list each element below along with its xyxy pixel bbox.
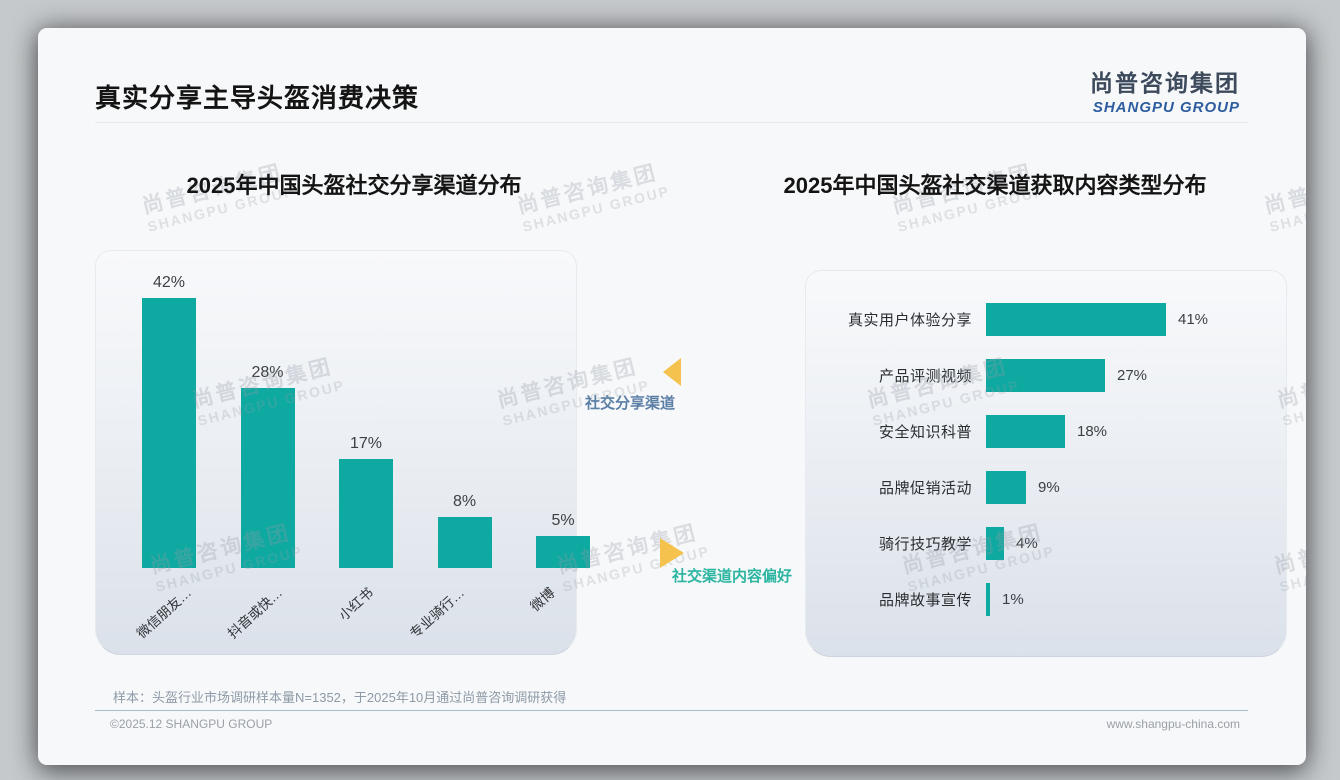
vertical-bar-plot: 42% 28% 17% 8% 5% <box>96 251 606 568</box>
bar <box>437 517 492 568</box>
bar <box>240 388 295 568</box>
bar <box>536 536 590 568</box>
category-tick-label: 专业骑行… <box>406 584 467 642</box>
sample-footnote: 样本：头盔行业市场调研样本量N=1352，于2025年10月通过尚普咨询调研获得 <box>113 690 567 705</box>
left-chart-panel: 42% 28% 17% 8% 5% 微信朋友… 抖音或快… 小红书 专业骑行… 微博 <box>95 250 590 655</box>
content-preference-annotation: 社交渠道内容偏好 <box>672 568 793 585</box>
bar-value-label: 8% <box>452 493 477 510</box>
footer-divider <box>95 710 1248 711</box>
category-label: 品牌促销活动 <box>878 479 972 497</box>
vertical-bar-column: 5% <box>536 512 590 568</box>
horizontal-bar-row: 产品评测视频 27% <box>806 347 1286 403</box>
category-tick-label: 小红书 <box>335 584 376 624</box>
watermark-chinese-text: 尚普咨询集团 <box>1262 161 1306 219</box>
category-tick-label: 微信朋友… <box>133 584 194 642</box>
bar <box>142 298 196 568</box>
horizontal-bar-row: 安全知识科普 18% <box>806 403 1286 459</box>
bar-value-label: 17% <box>349 435 383 452</box>
category-label: 产品评测视频 <box>878 367 972 385</box>
category-tick-label: 微博 <box>527 584 558 615</box>
arrow-right-icon <box>660 538 684 568</box>
logo-chinese-name: 尚普咨询集团 <box>1090 70 1240 96</box>
share-channels-annotation: 社交分享渠道 <box>585 395 676 412</box>
vertical-bar-column: 28% <box>240 364 295 568</box>
horizontal-bar-row: 品牌促销活动 9% <box>806 459 1286 515</box>
right-chart-title: 2025年中国头盔社交渠道获取内容类型分布 <box>783 173 1207 198</box>
left-chart-title: 2025年中国头盔社交分享渠道分布 <box>186 173 522 198</box>
horizontal-bar-row: 骑行技巧教学 4% <box>806 515 1286 571</box>
footer-website: www.shangpu-china.com <box>1106 717 1240 731</box>
horizontal-bar-row: 品牌故事宣传 1% <box>806 571 1286 627</box>
arrow-left-icon <box>663 358 681 386</box>
category-label: 品牌故事宣传 <box>878 591 972 609</box>
right-chart-panel: 真实用户体验分享 41% 产品评测视频 27% 安全知识科普 18% 品牌促销活动 9% 骑行技… <box>805 270 1287 657</box>
bar <box>986 302 1166 336</box>
bar-value-label: 41% <box>1178 310 1209 328</box>
bar-value-label: 1% <box>1002 590 1024 608</box>
bar <box>986 470 1026 504</box>
bar-value-label: 4% <box>1016 534 1038 552</box>
horizontal-bar-plot: 真实用户体验分享 41% 产品评测视频 27% 安全知识科普 18% 品牌促销活动 9% 骑行技… <box>806 271 1286 627</box>
vertical-bar-category-axis: 微信朋友… 抖音或快… 小红书 专业骑行… 微博 <box>96 568 576 654</box>
vertical-bar-column: 17% <box>339 435 393 568</box>
bar-value-label: 18% <box>1077 422 1108 440</box>
logo-english-name: SHANGPU GROUP <box>1092 99 1240 116</box>
horizontal-bar-row: 真实用户体验分享 41% <box>806 291 1286 347</box>
bar-value-label: 9% <box>1038 478 1060 496</box>
bar <box>986 414 1065 448</box>
category-label: 安全知识科普 <box>878 423 972 441</box>
category-label: 骑行技巧教学 <box>878 535 972 553</box>
category-tick-label: 抖音或快… <box>224 584 285 642</box>
watermark-english-text: SHANGPU GROUP <box>1267 183 1306 235</box>
bar-value-label: 27% <box>1117 366 1148 384</box>
footer-copyright: ©2025.12 SHANGPU GROUP <box>110 717 273 731</box>
bar <box>986 358 1105 392</box>
slide-card: 真实分享主导头盔消费决策 尚普咨询集团 SHANGPU GROUP 尚普咨询集团… <box>38 28 1306 765</box>
bar <box>986 526 1004 560</box>
company-logo: 尚普咨询集团 SHANGPU GROUP <box>1090 64 1240 116</box>
title-divider <box>95 122 1248 123</box>
bar <box>986 582 990 616</box>
vertical-bar-column: 42% <box>142 274 196 568</box>
bar-value-label: 28% <box>251 364 284 381</box>
vertical-bar-column: 8% <box>437 493 492 568</box>
bar-value-label: 5% <box>551 512 575 529</box>
page-title: 真实分享主导头盔消费决策 <box>95 83 420 113</box>
category-label: 真实用户体验分享 <box>847 311 972 329</box>
bar <box>339 459 393 568</box>
bar-value-label: 42% <box>152 274 186 291</box>
